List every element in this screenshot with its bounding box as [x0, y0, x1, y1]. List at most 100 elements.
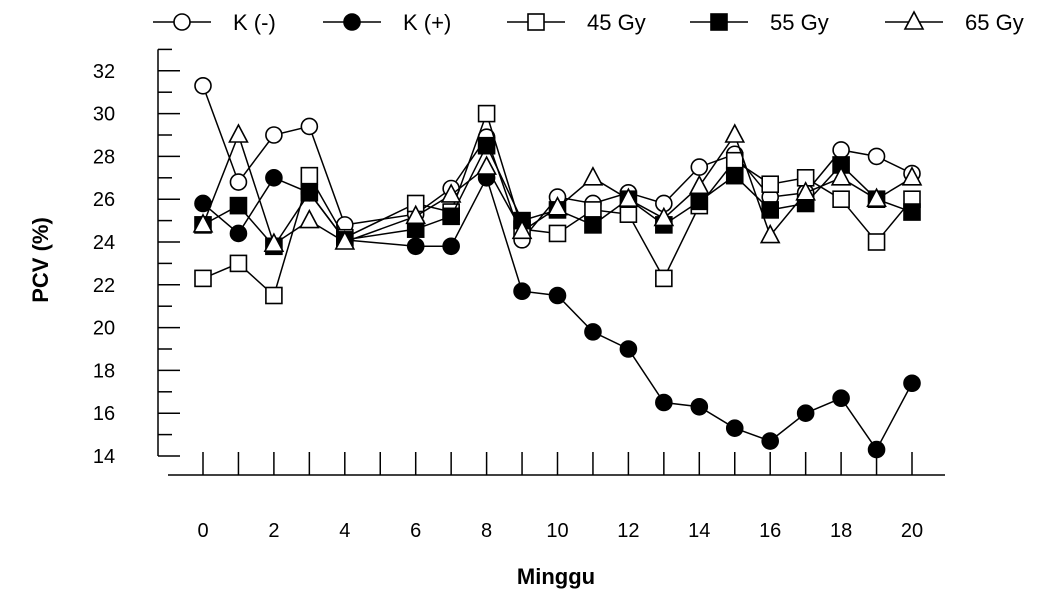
data-point — [192, 213, 214, 233]
data-point — [655, 393, 673, 412]
data-point — [725, 419, 744, 437]
x-tick-label: 14 — [688, 520, 710, 542]
data-point — [229, 196, 248, 215]
data-point — [690, 158, 709, 176]
data-point — [584, 216, 602, 234]
x-tick-label: 12 — [617, 520, 639, 542]
legend-item: 55 Gy — [690, 10, 829, 35]
data-point — [300, 183, 319, 202]
data-point — [548, 286, 567, 305]
data-point — [619, 205, 638, 223]
x-tick-label: 2 — [268, 520, 279, 542]
data-point — [300, 166, 319, 185]
y-tick-label: 22 — [93, 275, 115, 297]
data-point — [229, 173, 248, 191]
y-tick-label: 26 — [93, 189, 115, 211]
data-point — [867, 147, 886, 166]
legend: K (-) K (+) 45 Gy 55 Gy 65 Gy — [153, 10, 1024, 35]
y-axis-title: PCV (%) — [28, 217, 53, 303]
data-point — [866, 187, 887, 207]
data-point — [194, 76, 212, 95]
y-tick-label: 16 — [93, 403, 115, 425]
data-point — [442, 237, 460, 256]
data-point — [832, 389, 850, 408]
legend-marker — [710, 13, 728, 31]
data-point — [265, 169, 283, 187]
data-point — [440, 183, 462, 203]
legend-label: 65 Gy — [965, 10, 1024, 35]
data-point — [761, 432, 780, 450]
data-point — [547, 196, 568, 216]
data-point — [830, 166, 852, 186]
data-point — [725, 166, 744, 185]
x-axis: 0 2 4 6 8 10 12 14 16 18 20 — [168, 452, 945, 542]
y-tick-label: 24 — [93, 232, 115, 254]
y-axis: 14 16 18 20 22 24 26 28 30 32 — [93, 48, 180, 468]
data-point — [229, 224, 248, 243]
x-tick-label: 4 — [339, 520, 350, 542]
data-point — [548, 224, 567, 243]
data-point — [476, 155, 497, 175]
data-point — [761, 175, 780, 194]
plot-area — [192, 76, 923, 459]
data-point — [832, 141, 850, 159]
x-tick-label: 8 — [481, 520, 492, 542]
legend-marker — [527, 13, 545, 31]
data-point — [690, 397, 709, 416]
data-point — [690, 192, 709, 211]
data-point — [442, 207, 460, 226]
data-point — [582, 166, 604, 186]
legend-item: 65 Gy — [885, 10, 1024, 35]
legend-label: K (-) — [233, 10, 276, 35]
data-point — [406, 237, 425, 256]
data-point — [229, 254, 248, 273]
data-point — [724, 123, 746, 143]
data-point — [795, 181, 816, 201]
data-point — [903, 374, 921, 393]
data-point — [584, 323, 602, 341]
data-point — [265, 126, 283, 144]
y-tick-label: 20 — [93, 318, 115, 340]
data-point — [761, 201, 780, 219]
x-tick-label: 16 — [759, 520, 781, 542]
data-point — [759, 223, 781, 244]
y-tick-label: 18 — [93, 360, 115, 382]
x-tick-label: 20 — [901, 520, 923, 542]
legend-label: K (+) — [403, 10, 451, 35]
data-point — [901, 166, 923, 186]
data-point — [263, 232, 285, 252]
data-point — [725, 151, 744, 170]
data-point — [300, 117, 319, 136]
data-point — [832, 190, 850, 208]
legend-item: K (+) — [323, 10, 451, 35]
data-point — [796, 404, 815, 423]
legend-marker — [903, 10, 925, 30]
data-point — [688, 174, 710, 195]
data-point — [653, 206, 675, 227]
data-point — [405, 204, 427, 225]
x-tick-label: 6 — [410, 520, 421, 542]
data-point — [655, 269, 673, 288]
series-5 — [192, 123, 923, 252]
data-point — [477, 136, 496, 155]
data-point — [228, 123, 249, 143]
data-point — [194, 269, 212, 288]
legend-label: 55 Gy — [770, 10, 829, 35]
data-point — [867, 440, 886, 459]
x-tick-label: 0 — [197, 520, 208, 542]
data-point — [299, 208, 320, 229]
legend-marker — [343, 13, 361, 31]
y-tick-label: 28 — [93, 146, 115, 168]
data-point — [584, 201, 602, 219]
legend-item: K (-) — [153, 10, 276, 35]
data-point — [867, 233, 886, 251]
legend-item: 45 Gy — [507, 10, 646, 35]
x-tick-label: 18 — [830, 520, 852, 542]
data-point — [903, 203, 921, 221]
data-point — [334, 230, 356, 250]
data-point — [511, 219, 533, 240]
y-tick-label: 14 — [93, 446, 115, 468]
x-tick-label: 10 — [546, 520, 568, 542]
data-point — [618, 187, 639, 207]
